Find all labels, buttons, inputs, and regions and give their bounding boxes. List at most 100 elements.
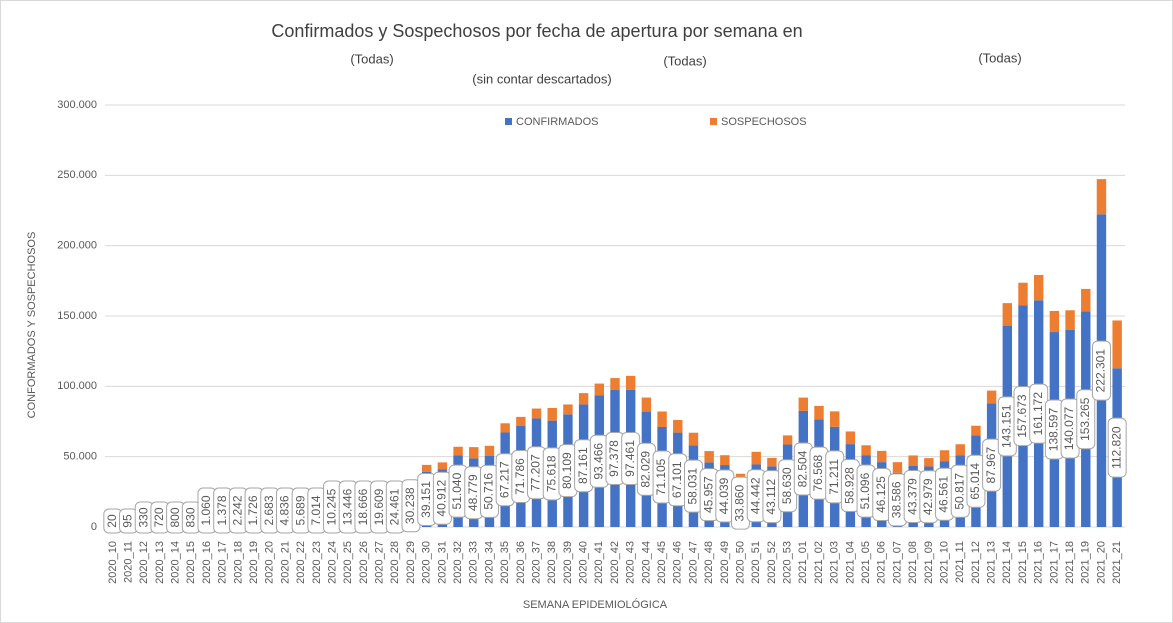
bar-segment xyxy=(861,445,871,456)
bar-segment xyxy=(421,464,432,472)
x-tick-label: 2021_04 xyxy=(844,541,856,584)
x-tick-label: 2020_33 xyxy=(468,541,480,584)
data-label: 67.101 xyxy=(670,461,684,498)
legend-label: SOSPECHOSOS xyxy=(721,116,807,128)
bar-segment xyxy=(845,431,856,445)
bar-segment xyxy=(704,451,714,463)
data-label: 330 xyxy=(136,507,150,527)
x-tick-label: 2020_51 xyxy=(750,541,762,584)
x-tick-label: 2020_39 xyxy=(562,541,574,584)
x-tick-label: 2020_28 xyxy=(389,541,401,584)
x-tick-label: 2021_05 xyxy=(860,541,872,584)
data-label: 87.161 xyxy=(576,447,590,484)
x-tick-label: 2020_10 xyxy=(107,541,119,584)
data-label: 1.378 xyxy=(215,495,229,525)
bar-segment xyxy=(814,405,824,420)
x-tick-label: 2021_21 xyxy=(1111,541,1123,584)
data-label: 1.726 xyxy=(246,495,260,525)
data-label: 222.301 xyxy=(1094,349,1108,393)
x-tick-label: 2020_15 xyxy=(185,541,197,584)
bar-segment xyxy=(563,404,573,415)
legend-label: CONFIRMADOS xyxy=(516,116,599,128)
bar-segment xyxy=(1112,320,1122,369)
data-label: 2.683 xyxy=(262,495,276,525)
data-label: 42.979 xyxy=(921,478,935,515)
bar-segment xyxy=(1065,310,1075,330)
data-label: 153.265 xyxy=(1078,397,1092,441)
x-tick-label: 2020_52 xyxy=(766,541,778,584)
data-label: 143.151 xyxy=(999,404,1013,448)
data-label: 157.673 xyxy=(1015,394,1029,438)
bar-segment xyxy=(1081,288,1091,312)
x-tick-label: 2020_11 xyxy=(122,541,134,583)
x-tick-label: 2020_35 xyxy=(499,541,511,584)
x-tick-label: 2020_19 xyxy=(248,541,260,584)
bar-segment xyxy=(955,444,965,456)
x-tick-label: 2021_17 xyxy=(1048,541,1060,584)
bar-segment xyxy=(688,432,699,446)
bar-segment xyxy=(594,383,605,396)
bar-segment xyxy=(877,450,887,463)
data-label: 44.442 xyxy=(748,477,762,514)
x-tick-label: 2021_11 xyxy=(954,541,966,583)
data-label: 4.836 xyxy=(278,495,292,525)
x-tick-label: 2020_16 xyxy=(201,541,213,584)
data-label: 48.779 xyxy=(466,474,480,511)
data-label: 46.561 xyxy=(937,476,951,513)
bar-segment xyxy=(578,393,589,405)
data-label: 161.172 xyxy=(1031,392,1045,436)
bar-segment xyxy=(673,419,683,433)
x-tick-label: 2020_13 xyxy=(154,541,166,584)
x-tick-label: 2020_43 xyxy=(625,541,637,584)
x-tick-label: 2021_07 xyxy=(891,541,903,584)
x-tick-label: 2021_10 xyxy=(938,541,950,584)
x-tick-label: 2020_21 xyxy=(279,541,291,584)
data-label: 33.860 xyxy=(733,485,747,522)
data-label: 10.245 xyxy=(325,488,339,525)
bar-segment xyxy=(767,457,777,467)
data-label-box xyxy=(982,438,1002,492)
x-tick-label: 2020_17 xyxy=(217,541,229,584)
bar-segment xyxy=(1002,303,1013,326)
data-label: 80.109 xyxy=(560,452,574,489)
data-label: 30.238 xyxy=(403,487,417,524)
bar-segment xyxy=(437,462,448,470)
data-label-box xyxy=(1076,389,1096,450)
x-tick-label: 2020_49 xyxy=(719,541,731,584)
bar-segment xyxy=(782,435,793,445)
data-label: 71.105 xyxy=(654,458,668,495)
legend-swatch xyxy=(505,118,512,125)
x-tick-label: 2020_18 xyxy=(232,541,244,584)
data-label: 95 xyxy=(121,514,135,528)
data-label: 67.217 xyxy=(497,461,511,498)
x-tick-label: 2021_01 xyxy=(797,541,809,584)
data-label: 97.461 xyxy=(623,440,637,477)
bar-segment xyxy=(829,411,840,427)
filter: (Todas) xyxy=(978,50,1021,65)
filter: (Todas) xyxy=(663,53,706,68)
data-label: 50.716 xyxy=(482,473,496,510)
x-tick-label: 2021_20 xyxy=(1095,541,1107,584)
data-label: 75.618 xyxy=(544,455,558,492)
data-label: 46.125 xyxy=(874,476,888,513)
data-label: 82.504 xyxy=(795,450,809,487)
bar-segment xyxy=(484,445,495,456)
bar-segment xyxy=(531,408,542,419)
data-label-box xyxy=(1091,340,1111,401)
bar-segment xyxy=(720,455,730,466)
data-label: 830 xyxy=(183,507,197,527)
filter: (Todas) xyxy=(350,51,393,66)
bar-segment xyxy=(1096,179,1107,215)
data-label: 87.967 xyxy=(984,446,998,483)
bar-segment xyxy=(453,446,463,456)
data-label: 51.096 xyxy=(858,472,872,509)
x-axis-label: SEMANA EPIDEMIOLÓGICA xyxy=(523,598,668,611)
data-label: 24.461 xyxy=(387,488,401,525)
x-tick-label: 2020_30 xyxy=(421,541,433,584)
x-tick-label: 2020_24 xyxy=(326,541,338,584)
data-label: 43.112 xyxy=(764,478,778,514)
x-tick-label: 2021_18 xyxy=(1064,541,1076,584)
legend-swatch xyxy=(710,118,717,125)
bar-segment xyxy=(735,473,746,480)
x-tick-label: 2020_32 xyxy=(452,541,464,584)
